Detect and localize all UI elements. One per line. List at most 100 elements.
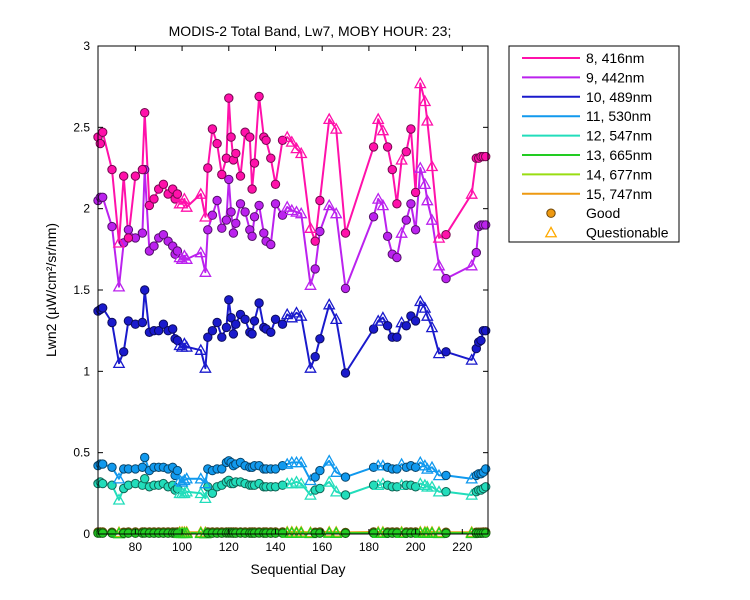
- good-point-9-442nm: [266, 239, 276, 250]
- y-tick-label: 1.5: [73, 283, 90, 297]
- good-point-10-489nm: [231, 319, 241, 329]
- questionable-point-10-489nm: [180, 340, 194, 352]
- questionable-point-13-665nm: [425, 526, 439, 538]
- legend-label: 14, 677nm: [586, 166, 652, 182]
- questionable-point-8-416nm: [180, 200, 194, 212]
- questionable-point-11-530nm: [294, 455, 308, 468]
- legend-good-label: Good: [586, 205, 620, 221]
- good-point-9-442nm: [240, 207, 250, 217]
- good-point-10-489nm: [254, 298, 264, 308]
- questionable-point-8-416nm: [395, 153, 408, 165]
- questionable-point-11-530nm: [194, 472, 208, 484]
- questionable-point-12-547nm: [294, 477, 308, 489]
- good-point-10-489nm: [315, 334, 325, 344]
- legend-box: [508, 45, 680, 243]
- marker-layer: [93, 76, 491, 539]
- questionable-point-11-530nm: [425, 460, 439, 473]
- good-point-10-489nm: [340, 368, 351, 378]
- chart-title: MODIS-2 Total Band, Lw7, MOBY HOUR: 23;: [169, 23, 452, 39]
- y-tick-label: 0: [83, 527, 90, 541]
- good-point-8-416nm: [441, 230, 451, 240]
- questionable-point-8-416nm: [371, 112, 385, 125]
- good-point-12-547nm: [481, 482, 491, 492]
- good-point-9-442nm: [249, 212, 260, 222]
- good-point-9-442nm: [259, 228, 269, 238]
- good-point-8-416nm: [310, 236, 320, 246]
- x-tick-label: 80: [129, 540, 143, 554]
- questionable-point-8-416nm: [294, 146, 308, 159]
- good-point-9-442nm: [315, 226, 325, 237]
- good-point-8-416nm: [123, 233, 134, 243]
- questionable-point-10-489nm: [280, 307, 294, 320]
- good-point-8-416nm: [158, 179, 169, 190]
- questionable-point-8-416nm: [322, 112, 336, 125]
- questionable-point-9-442nm: [465, 259, 479, 271]
- good-point-10-489nm: [168, 324, 178, 334]
- good-point-12-547nm: [140, 474, 150, 484]
- questionable-point-11-530nm: [280, 457, 294, 469]
- good-point-8-416nm: [387, 164, 397, 175]
- questionable-point-8-416nm: [178, 192, 191, 204]
- questionable-point-8-416nm: [290, 141, 303, 154]
- legend-good-marker: [546, 208, 556, 218]
- questionable-point-8-416nm: [329, 122, 343, 134]
- good-point-8-416nm: [130, 171, 141, 181]
- good-point-11-530nm: [441, 470, 451, 481]
- good-point-10-489nm: [98, 303, 108, 313]
- y-tick-label: 2: [83, 202, 90, 216]
- questionable-point-9-442nm: [199, 265, 212, 277]
- questionable-point-13-665nm: [294, 526, 308, 538]
- good-point-8-416nm: [266, 153, 276, 163]
- y-tick-label: 2.5: [73, 120, 90, 134]
- questionable-point-9-442nm: [432, 259, 446, 271]
- questionable-point-10-489nm: [371, 314, 385, 326]
- good-point-9-442nm: [382, 231, 393, 242]
- good-point-11-530nm: [217, 464, 227, 474]
- good-point-9-442nm: [481, 220, 491, 230]
- good-point-8-416nm: [315, 195, 325, 206]
- x-tick-label: 100: [172, 540, 192, 554]
- questionable-point-9-442nm: [395, 226, 408, 238]
- questionable-point-9-442nm: [376, 198, 390, 211]
- good-point-10-489nm: [212, 317, 222, 328]
- good-point-8-416nm: [410, 187, 421, 198]
- questionable-point-9-442nm: [194, 246, 208, 258]
- good-point-9-442nm: [221, 215, 232, 225]
- good-point-8-416nm: [247, 184, 257, 194]
- questionable-point-9-442nm: [413, 161, 427, 173]
- good-point-8-416nm: [149, 194, 159, 204]
- good-point-13-665nm: [340, 528, 351, 538]
- good-point-8-416nm: [107, 164, 117, 175]
- questionable-point-8-416nm: [285, 135, 299, 147]
- questionable-point-10-489nm: [290, 306, 303, 318]
- questionable-point-11-530nm: [112, 472, 126, 484]
- good-point-9-442nm: [392, 252, 402, 263]
- questionable-point-10-489nm: [112, 356, 126, 369]
- good-point-9-442nm: [231, 218, 241, 229]
- good-point-9-442nm: [254, 200, 264, 211]
- questionable-point-8-416nm: [418, 94, 432, 107]
- questionable-point-10-489nm: [418, 301, 432, 313]
- good-point-10-489nm: [207, 326, 218, 336]
- good-point-11-530nm: [140, 452, 150, 463]
- good-point-9-442nm: [123, 225, 134, 235]
- questionable-point-9-442nm: [425, 213, 439, 225]
- good-point-8-416nm: [231, 148, 241, 159]
- questionable-point-9-442nm: [322, 198, 336, 211]
- legend-label: 9, 442nm: [586, 69, 644, 85]
- questionable-point-9-442nm: [371, 192, 385, 204]
- axis-layer: 0 0.5 1 1.5 2 2.5 3 80 100 120 140 160 180 200 220: [73, 39, 488, 554]
- good-point-8-416nm: [254, 91, 264, 102]
- good-point-11-530nm: [340, 472, 351, 482]
- good-point-9-442nm: [217, 223, 227, 233]
- good-point-10-489nm: [240, 314, 250, 324]
- questionable-point-12-547nm: [199, 491, 212, 504]
- good-point-8-416nm: [401, 147, 411, 157]
- good-point-8-416nm: [368, 142, 379, 152]
- good-point-11-530nm: [310, 472, 320, 482]
- legend-label: 15, 747nm: [586, 186, 652, 202]
- good-point-10-489nm: [140, 285, 150, 295]
- good-point-9-442nm: [410, 225, 421, 235]
- good-point-8-416nm: [119, 171, 129, 181]
